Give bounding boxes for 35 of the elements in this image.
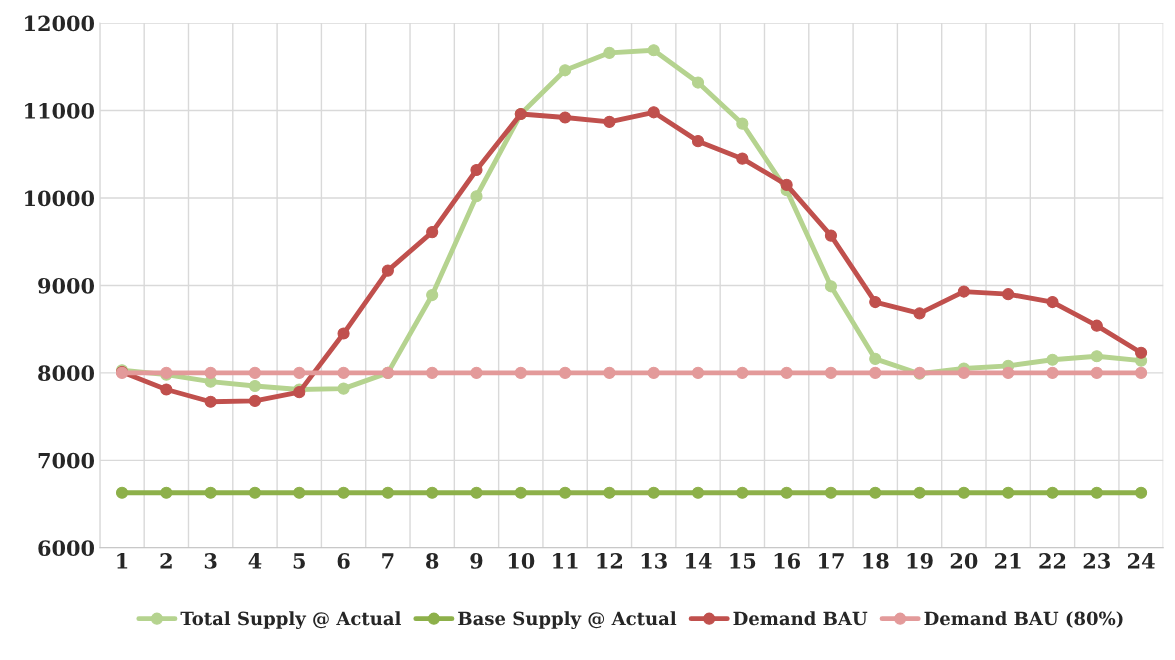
legend-label: Demand BAU (733, 611, 868, 626)
y-tick-label: 9000 (38, 277, 95, 294)
x-tick-label: 8 (426, 553, 439, 569)
y-tick-label: 7000 (38, 452, 95, 469)
legend-label: Base Supply @ Actual (458, 611, 677, 629)
y-tick-label: 8000 (38, 365, 95, 382)
y-tick-label: 11000 (25, 103, 95, 119)
x-tick-label: 6 (337, 553, 350, 569)
x-tick-label: 7 (382, 553, 394, 569)
x-tick-label: 1 (117, 553, 128, 569)
legend-label: Total Supply @ Actual (180, 611, 401, 629)
x-tick-label: 24 (1127, 553, 1155, 569)
x-tick-label: 18 (863, 553, 889, 569)
x-tick-label: 11 (553, 553, 578, 569)
x-tick-label: 2 (160, 553, 172, 569)
y-tick-label: 12000 (25, 15, 95, 32)
x-tick-label: 14 (686, 553, 712, 569)
x-tick-label: 10 (508, 553, 535, 569)
x-tick-label: 13 (641, 553, 667, 569)
y-tick-label: 6000 (38, 540, 95, 557)
x-tick-label: 4 (248, 553, 262, 569)
x-tick-label: 20 (950, 553, 978, 569)
x-tick-label: 21 (995, 553, 1021, 569)
x-tick-label: 16 (774, 553, 801, 569)
x-tick-label: 5 (293, 553, 305, 569)
x-tick-label: 23 (1083, 553, 1110, 569)
x-tick-label: 15 (730, 553, 756, 569)
x-tick-label: 12 (597, 553, 623, 569)
x-tick-label: 19 (907, 553, 933, 569)
x-tick-label: 22 (1039, 553, 1066, 569)
y-tick-label: 10000 (25, 190, 95, 207)
x-tick-label: 9 (470, 553, 483, 569)
x-tick-label: 17 (818, 553, 844, 569)
x-tick-label: 3 (204, 553, 217, 569)
legend-label: Demand BAU (80%) (924, 611, 1123, 628)
